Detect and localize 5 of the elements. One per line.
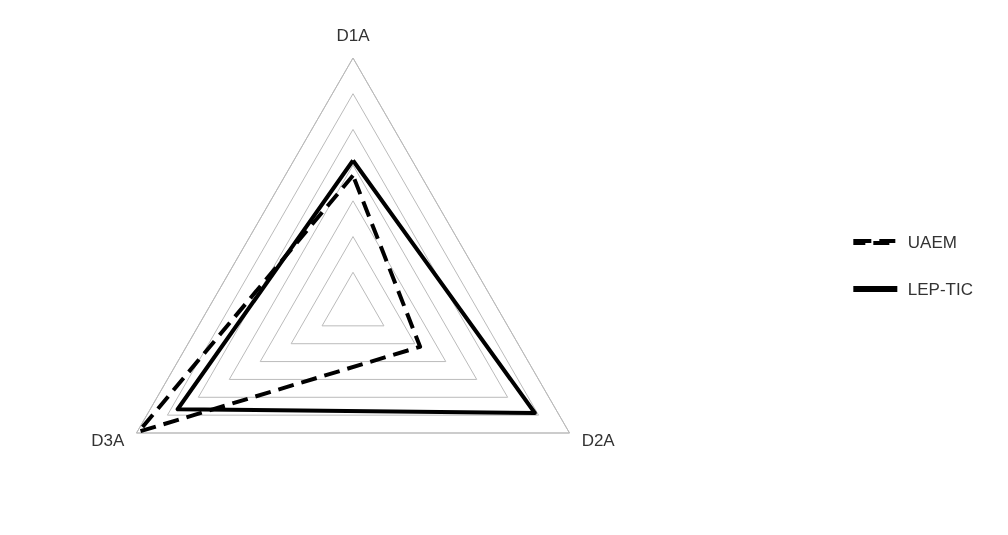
spoke-label: D2A	[581, 430, 616, 450]
spoke-label: D3A	[91, 430, 126, 450]
legend-label: LEP-TIC	[907, 279, 974, 299]
spoke-label: D1A	[336, 26, 371, 45]
legend-label: UAEM	[907, 232, 957, 252]
